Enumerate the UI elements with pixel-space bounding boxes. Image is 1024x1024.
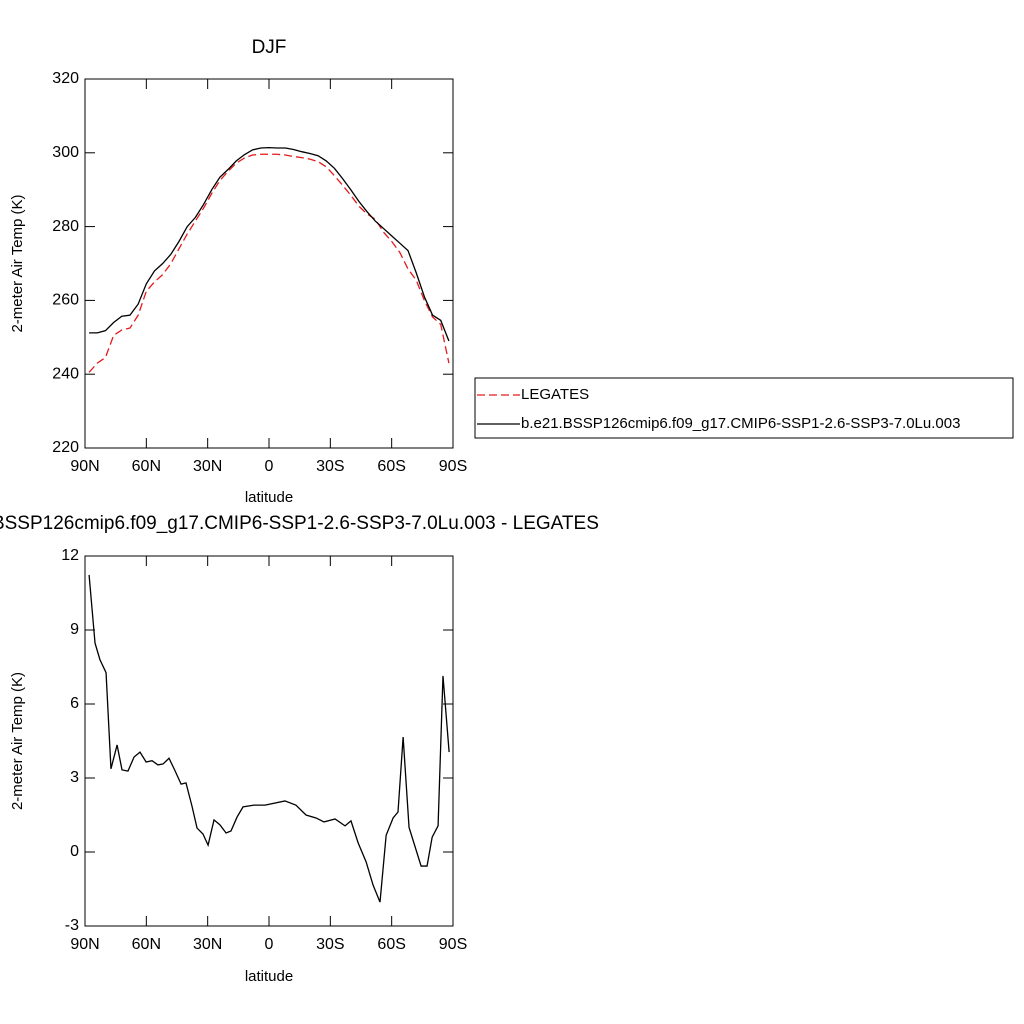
x-tick-label: 0: [265, 458, 274, 475]
legend-label: b.e21.BSSP126cmip6.f09_g17.CMIP6-SSP1-2.…: [521, 415, 960, 432]
y-axis-label: 2-meter Air Temp (K): [9, 194, 26, 332]
x-axis-label: latitude: [245, 968, 293, 985]
y-tick-label: 0: [70, 843, 79, 860]
x-tick-label: 30S: [316, 936, 344, 953]
y-tick-label: 220: [52, 439, 79, 456]
y-tick-label: 9: [70, 621, 79, 638]
x-tick-label: 60N: [132, 936, 161, 953]
data-line: [88, 153, 450, 373]
x-tick-label: 60S: [377, 458, 405, 475]
data-line: [88, 574, 450, 903]
chart-title: DJF: [252, 37, 287, 58]
x-axis-label: latitude: [245, 489, 293, 506]
y-tick-label: 300: [52, 144, 79, 161]
y-tick-label: 260: [52, 292, 79, 309]
x-tick-label: 30N: [193, 936, 222, 953]
y-tick-label: 320: [52, 70, 79, 87]
x-tick-label: 90S: [439, 458, 467, 475]
x-tick-label: 90S: [439, 936, 467, 953]
y-tick-label: 240: [52, 365, 79, 382]
data-line: [89, 146, 450, 342]
y-axis-label: 2-meter Air Temp (K): [9, 672, 26, 810]
y-tick-label: 280: [52, 218, 79, 235]
y-tick-label: 12: [61, 547, 79, 564]
x-tick-label: 90N: [70, 936, 99, 953]
x-tick-label: 30S: [316, 458, 344, 475]
x-tick-label: 90N: [70, 458, 99, 475]
x-tick-label: 0: [265, 936, 274, 953]
x-tick-label: 60N: [132, 458, 161, 475]
legend-label: LEGATES: [521, 386, 589, 403]
y-tick-label: -3: [65, 917, 79, 934]
plot-frame: [84, 555, 454, 927]
y-tick-label: 3: [70, 769, 79, 786]
x-tick-label: 30N: [193, 458, 222, 475]
x-tick-label: 60S: [377, 936, 405, 953]
legend-box: [474, 377, 1014, 439]
plot-frame: [84, 78, 454, 449]
y-tick-label: 6: [70, 695, 79, 712]
chart-title: b.e21.BSSP126cmip6.f09_g17.CMIP6-SSP1-2.…: [0, 513, 599, 534]
